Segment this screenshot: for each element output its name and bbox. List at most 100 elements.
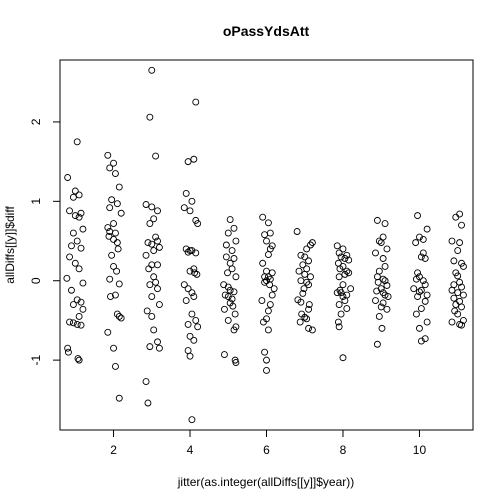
chart-title: oPassYdsAtt [223,23,310,39]
data-point [301,313,309,321]
data-point [144,239,152,247]
data-point [264,251,272,258]
data-point [105,232,113,240]
data-point [146,113,154,121]
data-point [293,228,301,235]
data-point [230,224,238,232]
data-point [375,237,383,245]
data-point [180,281,188,289]
data-point [450,294,458,302]
data-point [188,289,196,297]
data-point [64,174,72,181]
data-point [307,241,314,249]
data-point [416,233,423,241]
y-axis-label: allDiffs[[y]]$diff [3,206,17,284]
data-point [148,203,156,211]
data-point [458,283,465,291]
x-axis: 2 4 6 8 10 [110,429,427,457]
data-point [146,220,154,228]
data-point [373,287,381,295]
data-point [458,321,465,329]
data-point [113,310,121,318]
x-tick-label: 10 [413,443,427,457]
data-point [301,253,309,261]
data-point [337,289,345,297]
data-point [154,285,161,293]
data-point [152,233,160,241]
data-point [336,265,344,273]
data-point [148,293,156,301]
data-point [303,245,311,253]
data-point [115,394,123,402]
data-point [148,240,156,248]
data-point [232,359,240,366]
data-point [373,216,381,224]
data-point [454,247,462,255]
data-point [412,275,420,283]
data-point [190,265,198,273]
data-point [75,191,83,199]
data-point [383,245,391,253]
data-point [148,66,156,74]
data-point [71,187,79,195]
data-point [194,323,202,331]
data-point [454,272,462,280]
data-point [111,363,119,370]
data-point [295,267,303,275]
data-point [456,278,464,286]
data-point [421,255,429,262]
data-point [75,265,83,273]
data-point [222,253,230,261]
data-point [228,247,236,255]
data-point [231,310,239,318]
data-point [263,237,270,245]
data-point [448,286,456,294]
data-point [224,269,231,277]
data-point [421,297,429,305]
data-point [150,215,158,223]
data-point [308,326,316,334]
data-points [63,66,467,424]
data-point [261,231,269,239]
data-point [69,319,77,327]
data-point [184,285,192,293]
data-point [374,278,382,286]
data-point [71,259,79,267]
data-point [142,378,150,386]
data-point [412,239,420,247]
data-point [152,278,160,286]
data-point [297,251,305,259]
data-point [421,335,429,343]
data-point [143,307,151,315]
data-point [115,313,123,320]
data-point [300,285,308,293]
data-point [114,245,122,253]
data-point [303,278,311,286]
data-point [259,259,267,267]
data-point [115,280,123,288]
data-point [184,158,192,166]
data-point [263,356,270,364]
data-point [188,416,196,424]
data-point [110,344,117,352]
data-point [226,286,234,294]
data-point [73,138,81,146]
data-point [193,270,201,278]
data-point [379,289,387,297]
data-point [69,193,77,201]
data-point [66,318,74,326]
data-point [261,348,269,356]
data-point [337,310,345,318]
data-point [155,344,163,352]
data-point [264,326,272,334]
data-point [459,291,467,299]
data-point [412,310,420,318]
data-point [335,249,343,257]
data-point [146,343,154,351]
data-point [142,201,150,208]
data-point [68,286,75,294]
data-point [335,301,343,308]
data-point [145,265,153,273]
data-point [452,301,460,308]
